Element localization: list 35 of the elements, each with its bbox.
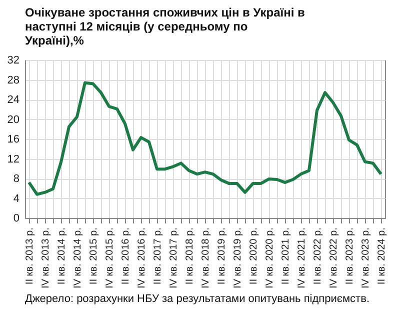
y-tick-label: 8 — [13, 173, 20, 185]
x-tick-label: II кв. 2020 р. — [248, 228, 260, 284]
y-tick-label: 12 — [7, 153, 20, 166]
chart-title: Очікуване зростання споживчих цін в Україні в наступні 12 місяців (у середньому по Україні),% — [25, 6, 305, 48]
x-tick-label: IV кв. 2014 р. — [72, 228, 84, 288]
y-tick-label: 28 — [7, 74, 20, 86]
x-tick-label: II кв. 2016 р. — [120, 228, 132, 284]
x-tick-label: II кв. 2019 р. — [216, 228, 228, 284]
x-tick-label: II кв. 2013 р. — [24, 228, 36, 284]
y-tick-label: 20 — [7, 114, 20, 126]
y-tick-label: 24 — [7, 94, 20, 106]
y-tick-label: 0 — [13, 212, 20, 224]
x-tick-label: IV кв. 2020 р. — [264, 228, 276, 288]
x-tick-label: IV кв. 2015 р. — [104, 228, 116, 288]
x-tick-label: IV кв. 2016 р. — [136, 228, 148, 288]
text: Джерело: розрахунки НБУ за результатами опитувань підприємств. — [25, 293, 370, 305]
x-tick-label: IV кв. 2018 р. — [200, 228, 212, 288]
x-tick-label: II кв. 2018 р. — [184, 228, 196, 284]
x-tick-label: II кв. 2024 р. — [376, 228, 388, 284]
x-tick-label: II кв. 2015 р. — [88, 228, 100, 284]
x-tick-label: II кв. 2022 р. — [312, 228, 324, 284]
x-tick-label: II кв. 2023 р. — [344, 228, 356, 284]
x-tick-label: IV кв. 2017 р. — [168, 228, 180, 288]
x-tick-label: IV кв. 2023 р. — [360, 228, 372, 288]
x-tick-label: II кв. 2017 р. — [152, 228, 164, 284]
x-tick-label: II кв. 2014 р. — [56, 228, 68, 284]
line-series — [28, 81, 382, 196]
y-tick-label: 32 — [7, 54, 20, 66]
x-tick-label: IV кв. 2013 р. — [40, 228, 52, 288]
y-tick-label: 16 — [7, 134, 20, 146]
x-tick-label: II кв. 2021 р. — [280, 228, 292, 284]
x-tick-label: IV кв. 2022 р. — [328, 228, 340, 288]
y-tick-label: 4 — [13, 192, 20, 205]
x-tick-label: IV кв. 2021 р. — [296, 228, 308, 288]
x-tick-label: IV кв. 2019 р. — [232, 228, 244, 288]
